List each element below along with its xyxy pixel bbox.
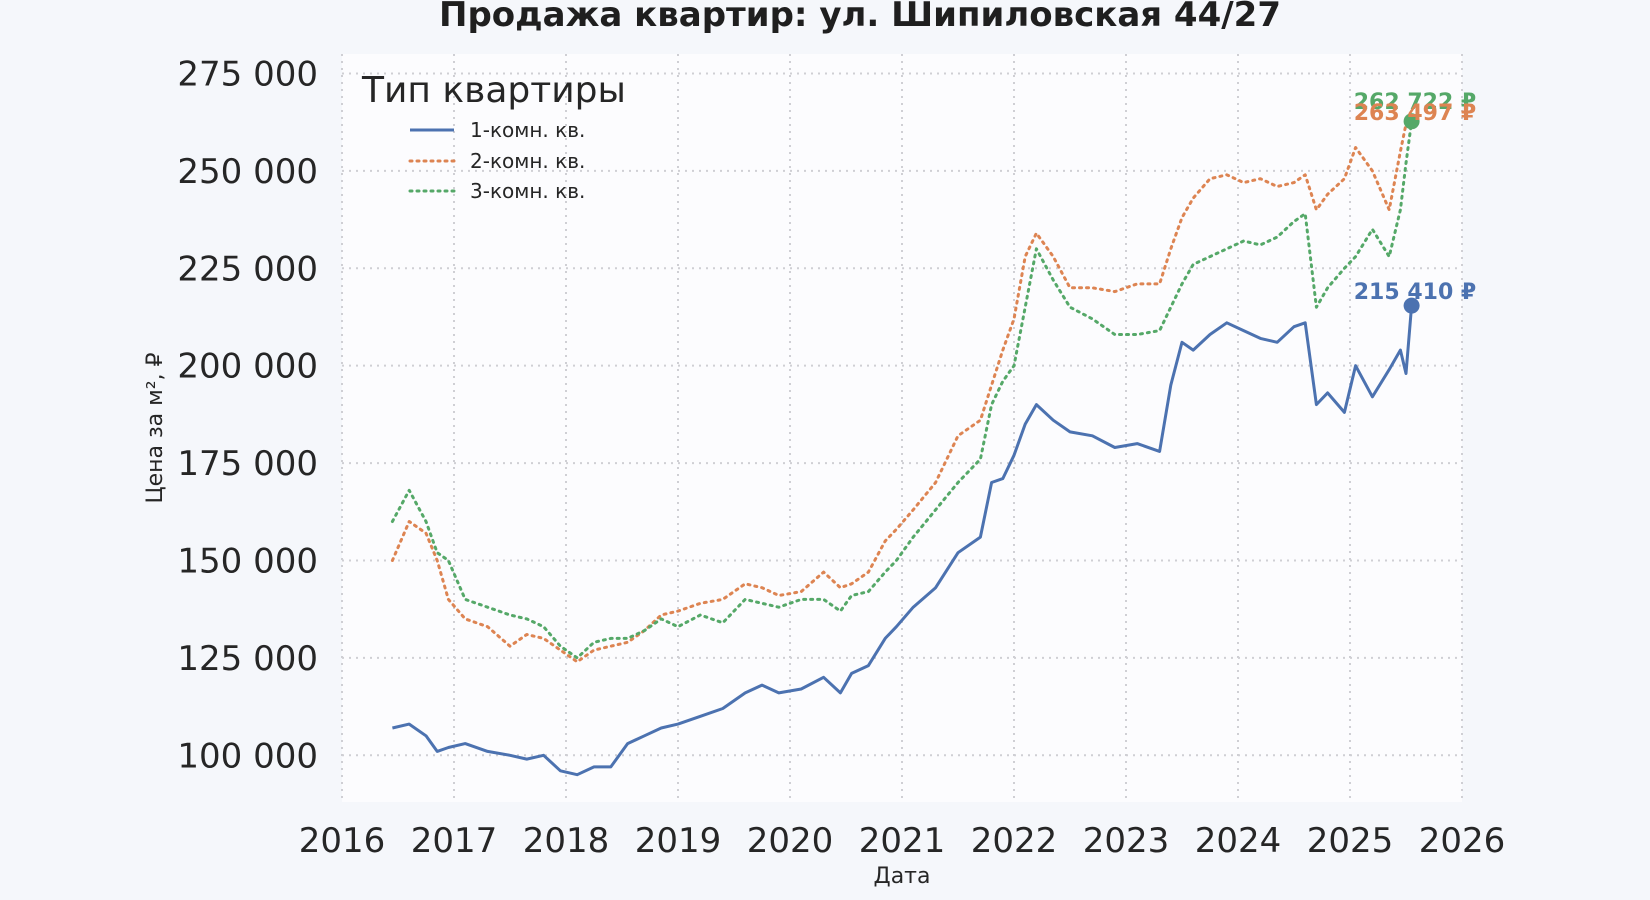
x-tick-label: 2025 [1307, 821, 1394, 861]
legend-label-1k: 1-комн. кв. [470, 118, 585, 142]
y-tick-label: 175 000 [177, 444, 318, 484]
x-tick-label: 2019 [635, 821, 722, 861]
x-tick-label: 2017 [411, 821, 498, 861]
end-label-3k: 262 722 ₽ [1354, 90, 1476, 115]
y-axis-label: Цена за м², ₽ [143, 352, 168, 503]
x-tick-label: 2018 [523, 821, 610, 861]
legend-label-3k: 3-комн. кв. [470, 179, 585, 203]
series-line-3k [390, 119, 1414, 660]
x-tick-label: 2024 [1195, 821, 1282, 861]
series-line-2k [390, 116, 1414, 664]
chart-title: Продажа квартир: ул. Шипиловская 44/27 [439, 0, 1281, 35]
y-tick-label: 275 000 [177, 54, 318, 94]
end-markers: 262 722 ₽263 497 ₽ 215 410 ₽ [1354, 90, 1476, 314]
y-tick-label: 125 000 [177, 639, 318, 679]
series-layer [390, 116, 1414, 777]
y-tick-label: 200 000 [177, 347, 318, 387]
end-label-2k: 263 497 ₽ [1354, 101, 1476, 126]
y-tick-label: 100 000 [177, 736, 318, 776]
x-tick-label: 2023 [1083, 821, 1170, 861]
x-axis-label: Дата [874, 864, 931, 889]
y-tick-label: 250 000 [177, 152, 318, 192]
grid [341, 54, 1463, 802]
y-tick-label: 225 000 [177, 249, 318, 289]
end-label-1k: 215 410 ₽ [1354, 280, 1476, 305]
end-marker-1k [1403, 297, 1420, 314]
legend-label-2k: 2-комн. кв. [470, 149, 585, 173]
legend-title: Тип квартиры [361, 70, 626, 111]
y-tick-label: 150 000 [177, 541, 318, 581]
y-axis-ticks: 100 000 125 000 150 000 175 000 200 000 225 0… [177, 54, 318, 776]
x-tick-label: 2026 [1419, 821, 1506, 861]
x-axis-ticks: 2016 2017 2018 2019 2020 2021 2022 2023 2024 2025… [299, 821, 1506, 861]
end-marker-3k [1403, 113, 1420, 130]
x-tick-label: 2021 [859, 821, 946, 861]
legend: Тип квартиры 1-комн. кв. 2-комн. кв. 3-к… [361, 70, 626, 203]
x-tick-label: 2016 [299, 821, 386, 861]
series-line-1k [392, 305, 1414, 777]
x-tick-label: 2022 [971, 821, 1058, 861]
x-tick-label: 2020 [747, 821, 834, 861]
